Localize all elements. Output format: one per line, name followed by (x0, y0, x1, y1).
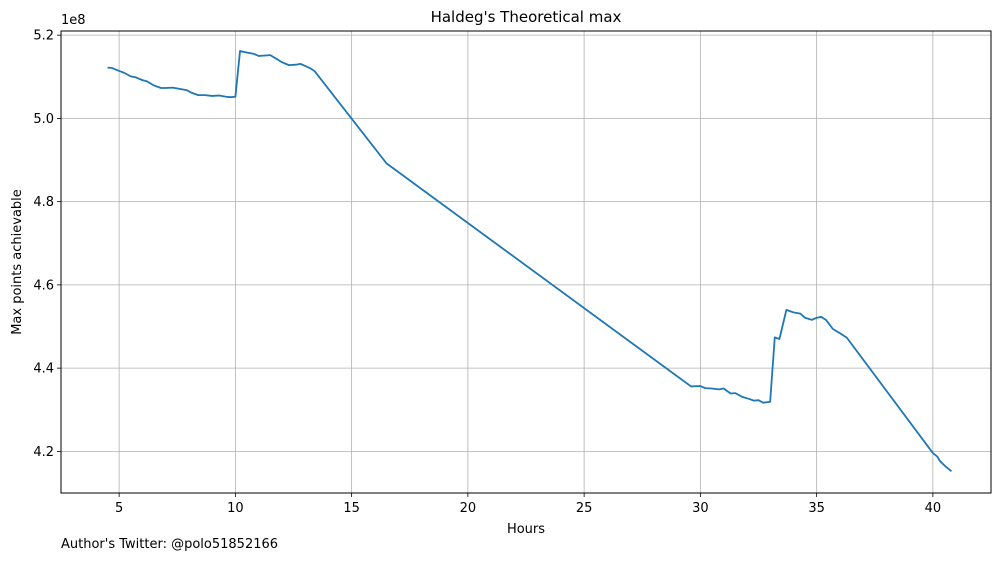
x-tick-label: 25 (576, 501, 593, 516)
x-tick-label: 30 (692, 501, 709, 516)
y-tick-label: 4.4 (33, 362, 54, 377)
y-tick-label: 5.0 (33, 112, 54, 127)
author-twitter-footer: Author's Twitter: @polo51852166 (61, 537, 279, 552)
x-tick-label: 20 (460, 501, 477, 516)
y-axis-offset-label: 1e8 (61, 13, 86, 28)
plot-frame (60, 30, 992, 494)
x-tick-label: 15 (343, 501, 360, 516)
y-axis-ticks: 4.2 4.4 4.6 4.8 5.0 5.2 (33, 29, 61, 460)
x-axis-label: Hours (507, 522, 545, 537)
y-tick-label: 4.8 (33, 195, 54, 210)
series-line (107, 50, 953, 473)
x-tick-label: 10 (227, 501, 244, 516)
x-tick-label: 35 (808, 501, 825, 516)
y-tick-label: 5.2 (33, 29, 54, 44)
chart-title: Haldeg's Theoretical max (431, 8, 622, 26)
x-tick-label: 5 (115, 501, 123, 516)
y-tick-label: 4.2 (33, 445, 54, 460)
x-tick-label: 40 (925, 501, 942, 516)
y-tick-label: 4.6 (33, 278, 54, 293)
y-axis-label: Max points achievable (10, 189, 25, 335)
x-axis-ticks: 5 10 15 20 25 30 35 40 (115, 493, 941, 516)
grid-lines (61, 31, 991, 493)
